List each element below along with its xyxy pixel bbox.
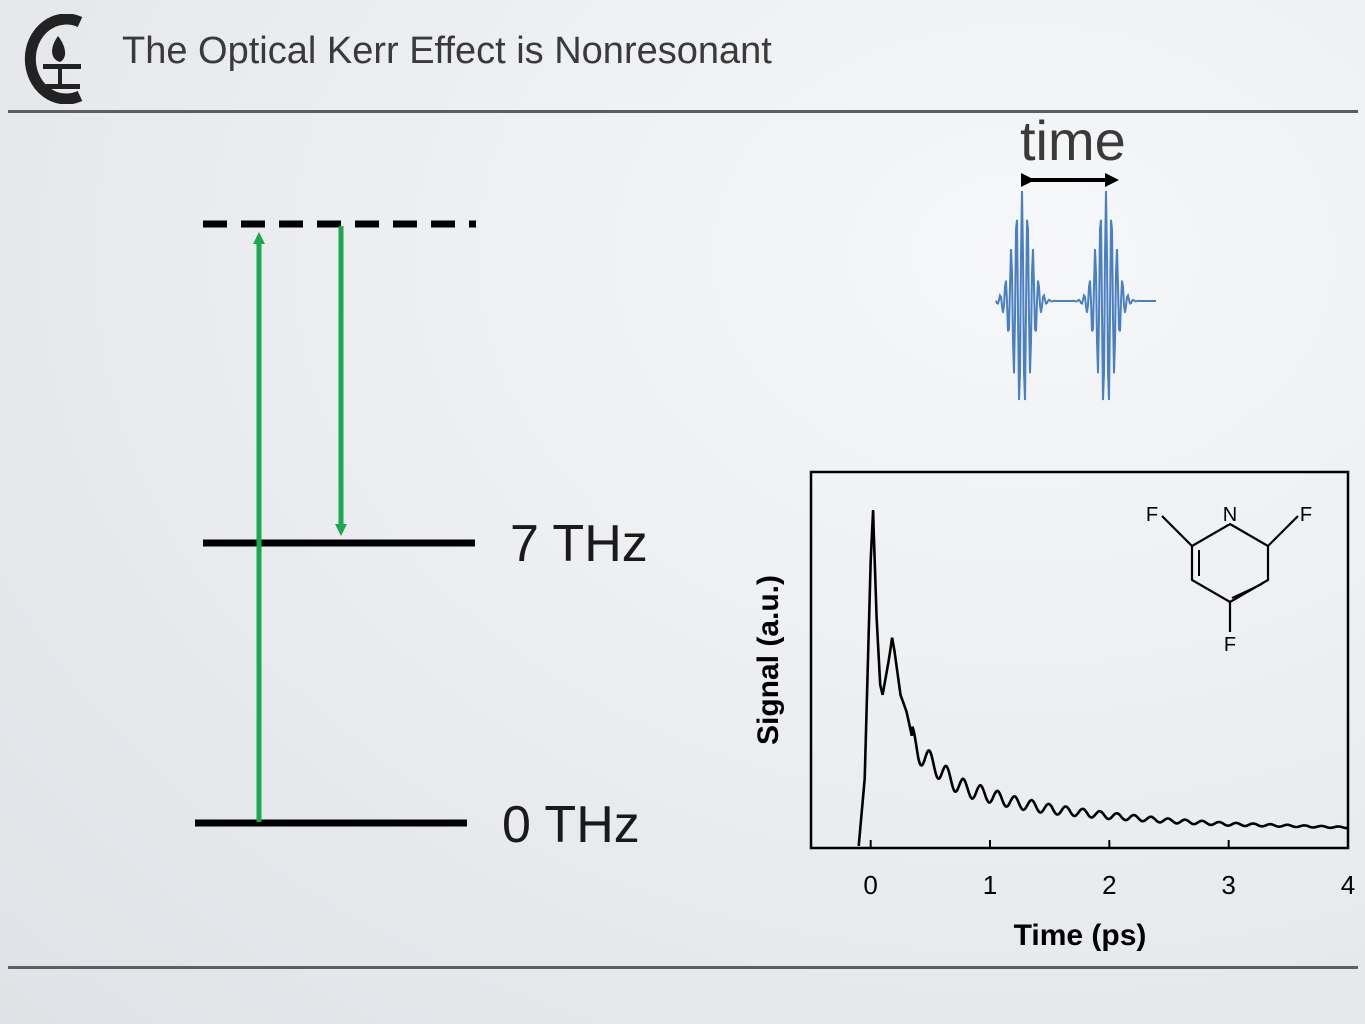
x-tick-label: 2 <box>1102 870 1116 900</box>
y-axis-label: Signal (a.u.) <box>752 575 785 745</box>
x-tick-label: 0 <box>863 870 877 900</box>
trifluoropyridine-structure: F N F F <box>1146 501 1312 656</box>
atom-F-right: F <box>1300 504 1312 526</box>
atom-F-left: F <box>1146 504 1158 526</box>
plot-frame <box>809 470 1350 850</box>
header-divider <box>8 110 1358 113</box>
level-label-7thz: 7 THz <box>510 515 648 573</box>
atom-F-bottom: F <box>1224 634 1236 656</box>
institution-flame-logo <box>24 14 83 104</box>
x-tick-label: 4 <box>1341 870 1355 900</box>
x-tick-label: 3 <box>1221 870 1235 900</box>
pulse-waveform <box>995 190 1156 401</box>
level-label-0thz: 0 THz <box>502 796 640 854</box>
footer-divider <box>8 966 1358 969</box>
pulse-delay-label: time <box>1020 109 1126 172</box>
x-axis-ticks: 0 1 2 3 4 <box>863 840 1355 900</box>
x-tick-label: 1 <box>983 870 997 900</box>
slide-title: The Optical Kerr Effect is Nonresonant <box>122 30 772 72</box>
x-axis-label: Time (ps) <box>1014 919 1147 952</box>
atom-N: N <box>1223 504 1237 526</box>
signal-series-line <box>857 509 1348 847</box>
